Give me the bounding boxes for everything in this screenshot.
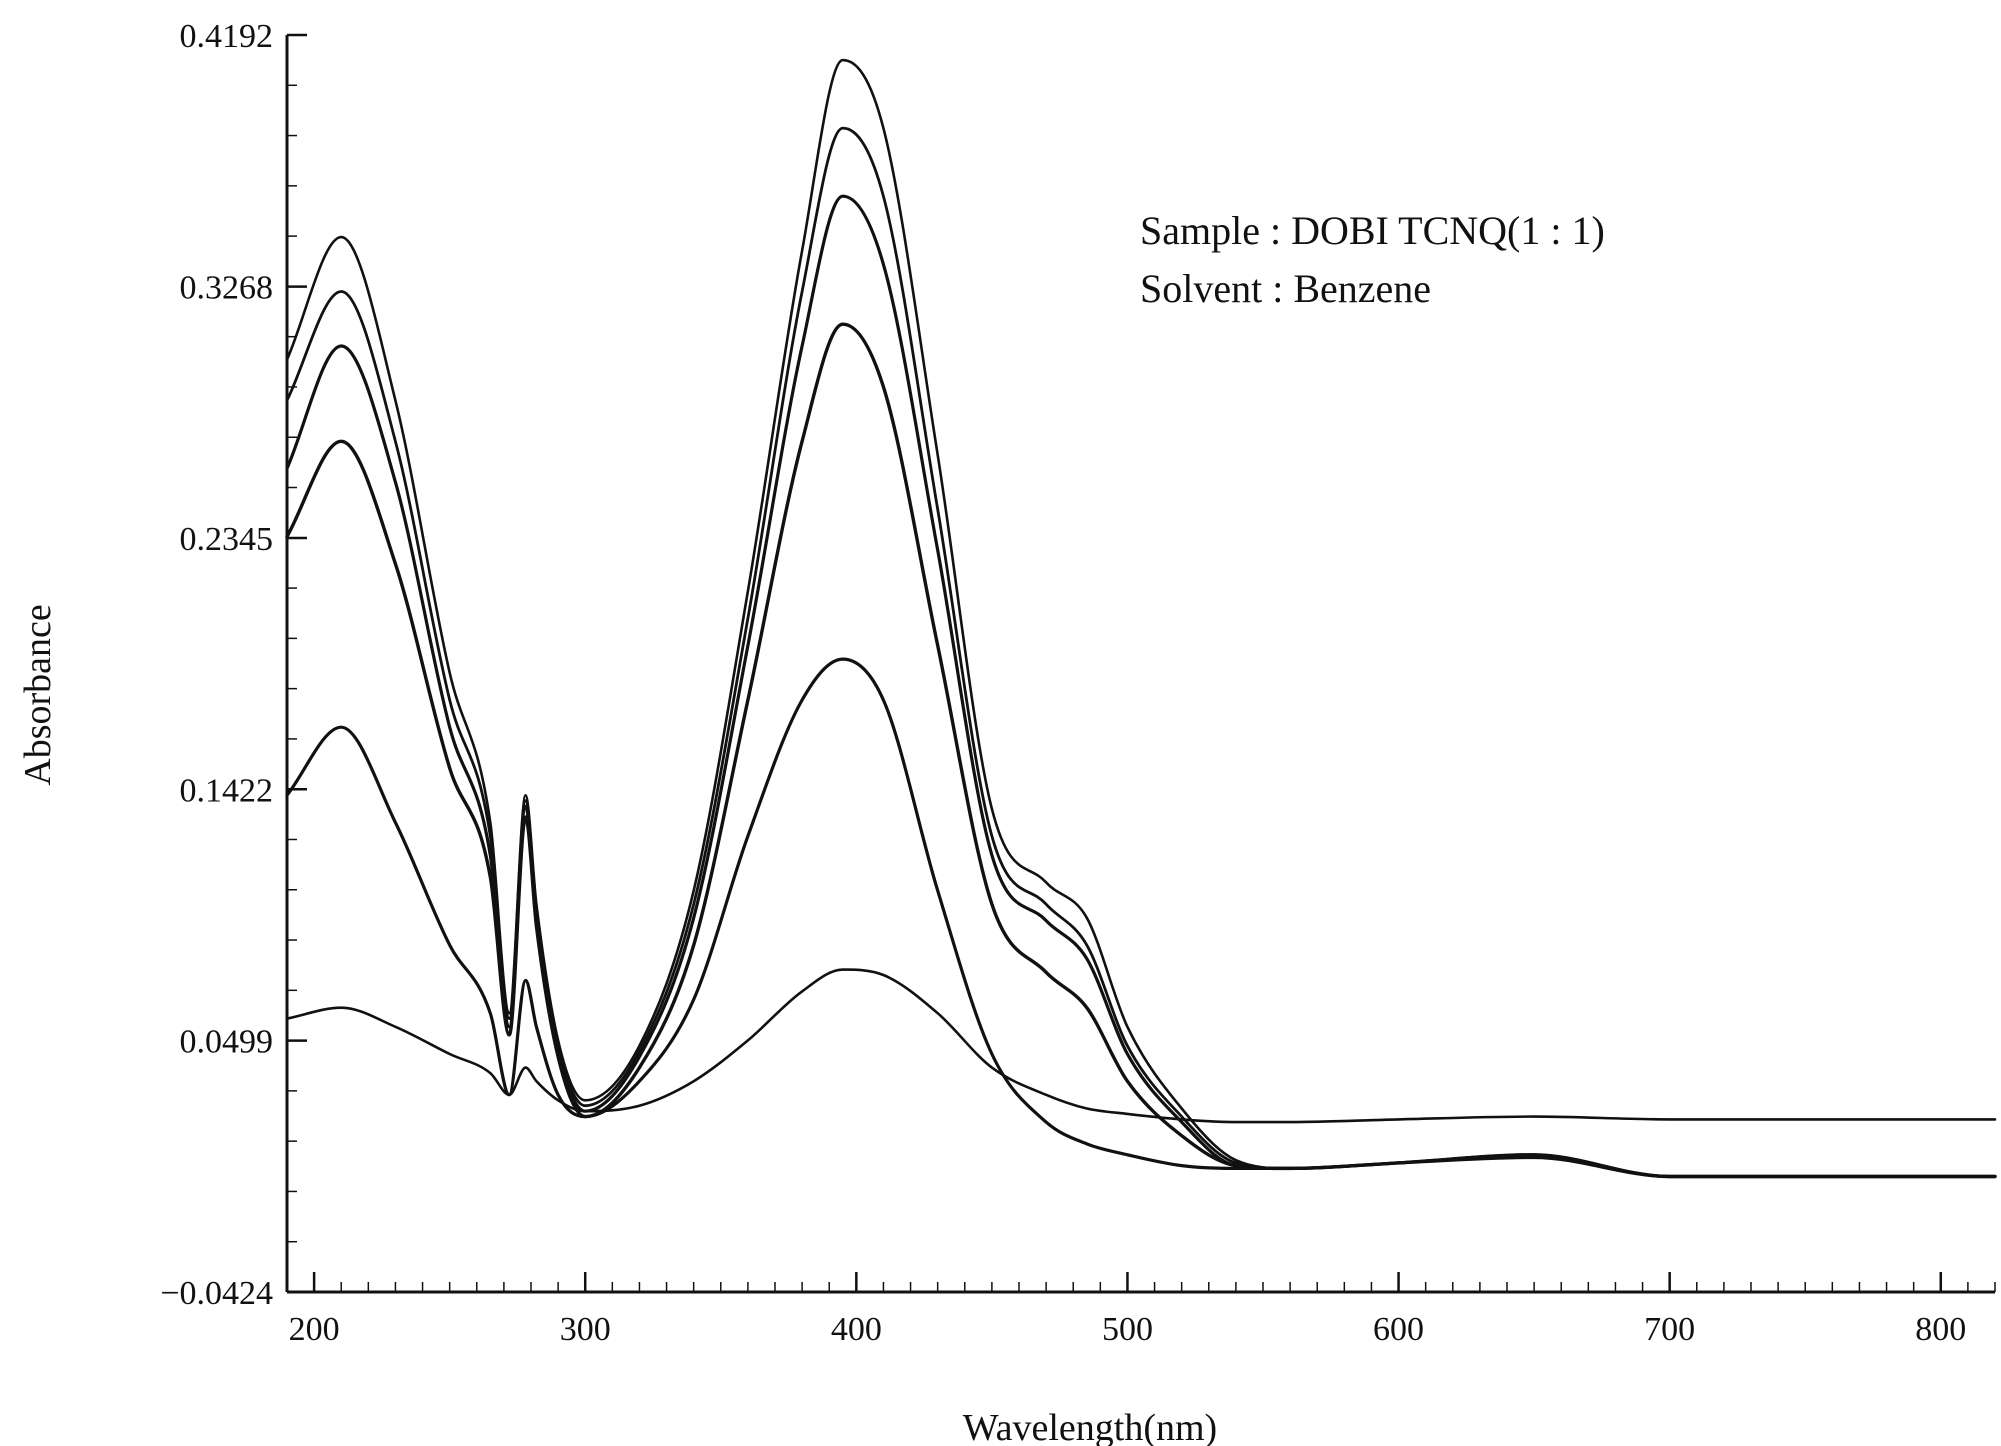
y-tick-label: 0.1422 <box>180 772 274 809</box>
x-tick-label: 700 <box>1644 1311 1695 1348</box>
x-tick-labels: 200 300 400 500 600 700 800 <box>289 1311 1967 1348</box>
y-tick-label: 0.3268 <box>180 270 274 307</box>
y-tick-label: 0.0499 <box>180 1024 274 1061</box>
minor-ticks <box>287 84 1996 1292</box>
x-tick-label: 600 <box>1373 1311 1424 1348</box>
spectrum-line-5 <box>285 657 1997 1179</box>
major-ticks <box>287 33 1943 1294</box>
y-tick-label: −0.0424 <box>160 1275 273 1312</box>
x-tick-label: 500 <box>1102 1311 1153 1348</box>
annotation-sample: Sample : DOBI TCNQ(1 : 1) <box>1140 208 1605 253</box>
y-axis-title: Absorbance <box>17 604 59 785</box>
x-tick-label: 400 <box>831 1311 882 1348</box>
x-axis-title: Wavelength(nm) <box>963 1407 1217 1446</box>
annotation-solvent: Solvent : Benzene <box>1140 266 1431 311</box>
spectrum-line-3 <box>285 194 1997 1179</box>
x-tick-label: 800 <box>1915 1311 1966 1348</box>
spectra-curves <box>285 58 1997 1179</box>
x-tick-label: 300 <box>560 1311 611 1348</box>
spectrum-line-6 <box>285 968 1997 1124</box>
y-tick-label: 0.4192 <box>180 18 274 55</box>
x-tick-label: 200 <box>289 1311 340 1348</box>
y-tick-labels: 0.4192 0.3268 0.2345 0.1422 0.0499 −0.0424 <box>160 18 273 1312</box>
y-tick-label: 0.2345 <box>180 521 274 558</box>
